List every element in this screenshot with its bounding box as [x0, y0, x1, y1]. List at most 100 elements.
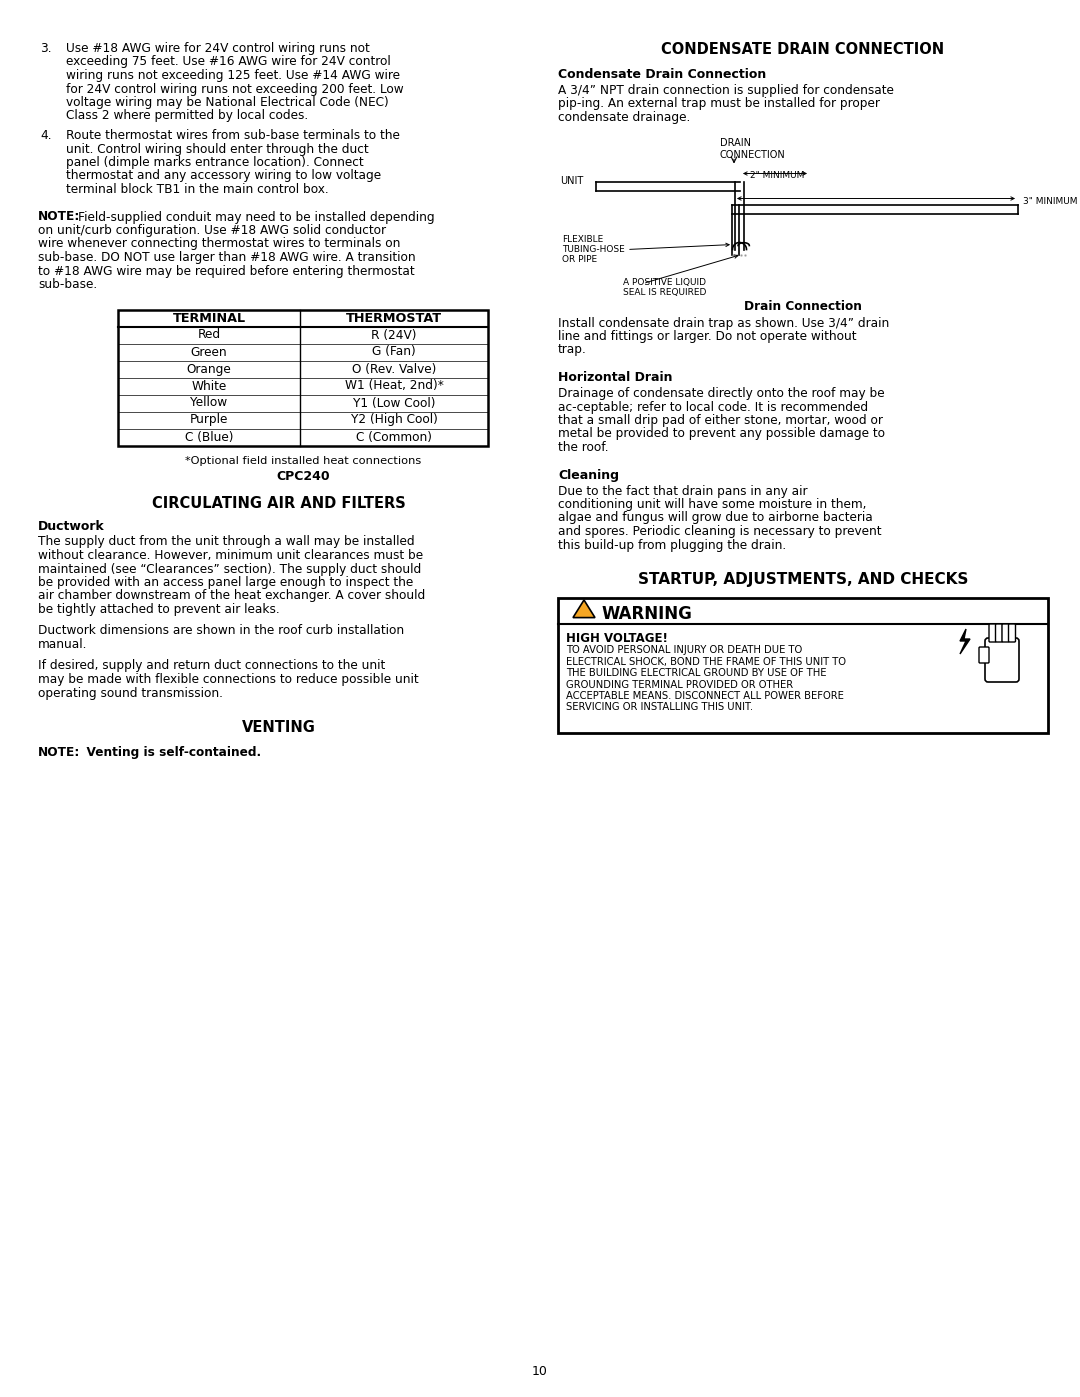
- Text: C (Common): C (Common): [356, 430, 432, 443]
- Text: 3" MINIMUM: 3" MINIMUM: [1023, 197, 1078, 205]
- Text: sub-base. DO NOT use larger than #18 AWG wire. A transition: sub-base. DO NOT use larger than #18 AWG…: [38, 251, 416, 264]
- Text: air chamber downstream of the heat exchanger. A cover should: air chamber downstream of the heat excha…: [38, 590, 426, 602]
- Text: Route thermostat wires from sub-base terminals to the: Route thermostat wires from sub-base ter…: [66, 129, 400, 142]
- Text: 10: 10: [532, 1365, 548, 1377]
- Text: and spores. Periodic cleaning is necessary to prevent: and spores. Periodic cleaning is necessa…: [558, 525, 881, 538]
- Text: exceeding 75 feet. Use #16 AWG wire for 24V control: exceeding 75 feet. Use #16 AWG wire for …: [66, 56, 391, 68]
- Text: THERMOSTAT: THERMOSTAT: [346, 312, 442, 324]
- Text: Due to the fact that drain pans in any air: Due to the fact that drain pans in any a…: [558, 485, 808, 497]
- Text: panel (dimple marks entrance location). Connect: panel (dimple marks entrance location). …: [66, 156, 364, 169]
- Text: may be made with flexible connections to reduce possible unit: may be made with flexible connections to…: [38, 673, 419, 686]
- Text: Ductwork dimensions are shown in the roof curb installation: Ductwork dimensions are shown in the roo…: [38, 624, 404, 637]
- FancyBboxPatch shape: [996, 624, 1002, 643]
- FancyBboxPatch shape: [978, 647, 989, 664]
- Text: NOTE:: NOTE:: [38, 211, 80, 224]
- Text: Orange: Orange: [187, 362, 231, 376]
- Bar: [558, 598, 1048, 733]
- Text: Purple: Purple: [190, 414, 228, 426]
- Text: Cleaning: Cleaning: [558, 468, 619, 482]
- Text: 2" MINIMUM: 2" MINIMUM: [750, 172, 805, 180]
- Text: DRAIN: DRAIN: [720, 138, 751, 148]
- Text: HIGH VOLTAGE!: HIGH VOLTAGE!: [566, 631, 667, 645]
- Text: sub-base.: sub-base.: [38, 278, 97, 291]
- Text: UNIT: UNIT: [561, 176, 583, 187]
- Text: CONNECTION: CONNECTION: [720, 149, 786, 159]
- Text: TUBING-HOSE: TUBING-HOSE: [562, 244, 624, 253]
- Text: on unit/curb configuration. Use #18 AWG solid conductor: on unit/curb configuration. Use #18 AWG …: [38, 224, 386, 237]
- Text: conditioning unit will have some moisture in them,: conditioning unit will have some moistur…: [558, 497, 866, 511]
- Text: TO AVOID PERSONAL INJURY OR DEATH DUE TO: TO AVOID PERSONAL INJURY OR DEATH DUE TO: [566, 645, 802, 655]
- Text: If desired, supply and return duct connections to the unit: If desired, supply and return duct conne…: [38, 659, 386, 672]
- Text: wiring runs not exceeding 125 feet. Use #14 AWG wire: wiring runs not exceeding 125 feet. Use …: [66, 68, 400, 82]
- Text: be tightly attached to prevent air leaks.: be tightly attached to prevent air leaks…: [38, 604, 280, 616]
- Text: G (Fan): G (Fan): [373, 345, 416, 359]
- Text: Y1 (Low Cool): Y1 (Low Cool): [353, 397, 435, 409]
- Text: Drain Connection: Drain Connection: [744, 299, 862, 313]
- Text: SERVICING OR INSTALLING THIS UNIT.: SERVICING OR INSTALLING THIS UNIT.: [566, 703, 753, 712]
- Text: OR PIPE: OR PIPE: [562, 254, 597, 264]
- Text: without clearance. However, minimum unit clearances must be: without clearance. However, minimum unit…: [38, 549, 423, 562]
- Text: Condensate Drain Connection: Condensate Drain Connection: [558, 68, 766, 81]
- Text: CPC240: CPC240: [276, 471, 329, 483]
- Text: operating sound transmission.: operating sound transmission.: [38, 686, 222, 700]
- Text: wire whenever connecting thermostat wires to terminals on: wire whenever connecting thermostat wire…: [38, 237, 401, 250]
- Text: the roof.: the roof.: [558, 441, 608, 454]
- Text: O (Rev. Valve): O (Rev. Valve): [352, 362, 436, 376]
- Text: CONDENSATE DRAIN CONNECTION: CONDENSATE DRAIN CONNECTION: [661, 42, 945, 57]
- Text: condensate drainage.: condensate drainage.: [558, 110, 690, 124]
- Text: this build-up from plugging the drain.: this build-up from plugging the drain.: [558, 538, 786, 552]
- Text: WARNING: WARNING: [602, 605, 693, 623]
- Text: *Optional field installed heat connections: *Optional field installed heat connectio…: [185, 455, 421, 465]
- Bar: [118, 310, 488, 446]
- Text: pip-ing. An external trap must be installed for proper: pip-ing. An external trap must be instal…: [558, 98, 880, 110]
- Text: Y2 (High Cool): Y2 (High Cool): [351, 414, 437, 426]
- Text: Red: Red: [198, 328, 220, 341]
- Text: to #18 AWG wire may be required before entering thermostat: to #18 AWG wire may be required before e…: [38, 264, 415, 278]
- Text: !: !: [581, 606, 586, 619]
- Text: Install condensate drain trap as shown. Use 3/4” drain: Install condensate drain trap as shown. …: [558, 317, 889, 330]
- FancyBboxPatch shape: [1002, 624, 1009, 643]
- Text: Green: Green: [191, 345, 227, 359]
- Text: Horizontal Drain: Horizontal Drain: [558, 372, 673, 384]
- Text: be provided with an access panel large enough to inspect the: be provided with an access panel large e…: [38, 576, 414, 590]
- Polygon shape: [573, 599, 595, 617]
- Text: metal be provided to prevent any possible damage to: metal be provided to prevent any possibl…: [558, 427, 885, 440]
- Text: GROUNDING TERMINAL PROVIDED OR OTHER: GROUNDING TERMINAL PROVIDED OR OTHER: [566, 679, 793, 690]
- Text: CIRCULATING AIR AND FILTERS: CIRCULATING AIR AND FILTERS: [152, 496, 406, 511]
- FancyBboxPatch shape: [1009, 624, 1015, 643]
- Text: TERMINAL: TERMINAL: [173, 312, 245, 324]
- Text: The supply duct from the unit through a wall may be installed: The supply duct from the unit through a …: [38, 535, 415, 549]
- Polygon shape: [960, 629, 970, 654]
- Text: Use #18 AWG wire for 24V control wiring runs not: Use #18 AWG wire for 24V control wiring …: [66, 42, 369, 54]
- Text: ac-ceptable; refer to local code. It is recommended: ac-ceptable; refer to local code. It is …: [558, 401, 868, 414]
- Text: Field-supplied conduit may need to be installed depending: Field-supplied conduit may need to be in…: [78, 211, 434, 224]
- Text: VENTING: VENTING: [242, 719, 316, 735]
- Text: FLEXIBLE: FLEXIBLE: [562, 235, 604, 243]
- Text: maintained (see “Clearances” section). The supply duct should: maintained (see “Clearances” section). T…: [38, 563, 421, 576]
- Text: C (Blue): C (Blue): [185, 430, 233, 443]
- Text: R (24V): R (24V): [372, 328, 417, 341]
- FancyBboxPatch shape: [985, 638, 1020, 682]
- Text: SEAL IS REQUIRED: SEAL IS REQUIRED: [623, 289, 706, 298]
- Text: STARTUP, ADJUSTMENTS, AND CHECKS: STARTUP, ADJUSTMENTS, AND CHECKS: [638, 571, 968, 587]
- Text: ELECTRICAL SHOCK, BOND THE FRAME OF THIS UNIT TO: ELECTRICAL SHOCK, BOND THE FRAME OF THIS…: [566, 657, 846, 666]
- Text: trap.: trap.: [558, 344, 586, 356]
- Text: Drainage of condensate directly onto the roof may be: Drainage of condensate directly onto the…: [558, 387, 885, 400]
- Text: THE BUILDING ELECTRICAL GROUND BY USE OF THE: THE BUILDING ELECTRICAL GROUND BY USE OF…: [566, 668, 826, 678]
- Text: thermostat and any accessory wiring to low voltage: thermostat and any accessory wiring to l…: [66, 169, 381, 183]
- Text: terminal block TB1 in the main control box.: terminal block TB1 in the main control b…: [66, 183, 328, 196]
- Text: White: White: [191, 380, 227, 393]
- Text: that a small drip pad of either stone, mortar, wood or: that a small drip pad of either stone, m…: [558, 414, 882, 427]
- Text: Venting is self-contained.: Venting is self-contained.: [78, 746, 261, 759]
- Text: algae and fungus will grow due to airborne bacteria: algae and fungus will grow due to airbor…: [558, 511, 873, 524]
- Text: voltage wiring may be National Electrical Code (NEC): voltage wiring may be National Electrica…: [66, 96, 389, 109]
- Text: Ductwork: Ductwork: [38, 521, 105, 534]
- Text: A POSITIVE LIQUID: A POSITIVE LIQUID: [623, 278, 706, 286]
- Text: W1 (Heat, 2nd)*: W1 (Heat, 2nd)*: [345, 380, 444, 393]
- Text: 3.: 3.: [40, 42, 52, 54]
- Text: A 3/4” NPT drain connection is supplied for condensate: A 3/4” NPT drain connection is supplied …: [558, 84, 894, 96]
- Text: manual.: manual.: [38, 638, 87, 651]
- Text: Class 2 where permitted by local codes.: Class 2 where permitted by local codes.: [66, 109, 308, 123]
- Text: 4.: 4.: [40, 129, 52, 142]
- Text: Yellow: Yellow: [190, 397, 228, 409]
